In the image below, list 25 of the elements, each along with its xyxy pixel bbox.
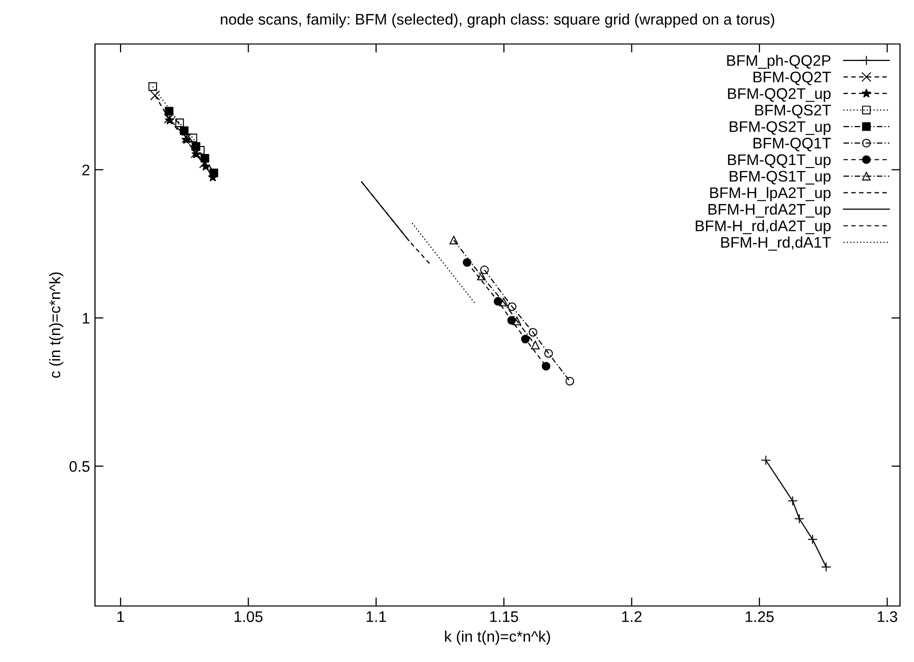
x-tick-label: 1.1 — [366, 611, 386, 622]
legend-label: BFM_ph-QQ2P — [727, 54, 830, 69]
legend-label: BFM-QQ2T — [754, 72, 831, 86]
x-tick-label: 1.25 — [746, 611, 774, 622]
x-tick-label: 1.3 — [878, 611, 898, 622]
x-tick-label: 1 — [117, 611, 124, 622]
legend-label: BFM-QS2T — [755, 104, 831, 118]
x-axis-title: k (in t(n)=c*n^k) — [445, 630, 550, 645]
legend-label: BFM-QS2T_up — [730, 121, 831, 136]
y-tick-label: 2 — [82, 164, 90, 176]
legend-label: BFM-H_rd,dA2T_up — [696, 220, 831, 234]
y-tick-label: 0.5 — [70, 461, 90, 472]
y-axis-title: c (in t(n)=c*n^k) — [49, 272, 64, 378]
legend-label: BFM-QS1T_up — [730, 170, 831, 185]
chart-title: node scans, family: BFM (selected), graph class: square grid (wrapped on a torus) — [220, 13, 774, 28]
y-tick-label: 1 — [82, 312, 90, 324]
legend-label: BFM-QQ2T_up — [728, 88, 831, 102]
x-tick-label: 1.05 — [234, 611, 263, 622]
x-tick-label: 1.2 — [622, 611, 642, 622]
legend-label: BFM-QQ1T — [754, 138, 831, 152]
x-tick-label: 1.15 — [490, 611, 518, 622]
legend-label: BFM-H_lpA2T_up — [710, 186, 831, 202]
legend-label: BFM-QQ1T_up — [728, 154, 831, 168]
legend-label: BFM-H_rd,dA1T — [721, 236, 831, 251]
legend-label: BFM-H_rdA2T_up — [708, 203, 831, 218]
